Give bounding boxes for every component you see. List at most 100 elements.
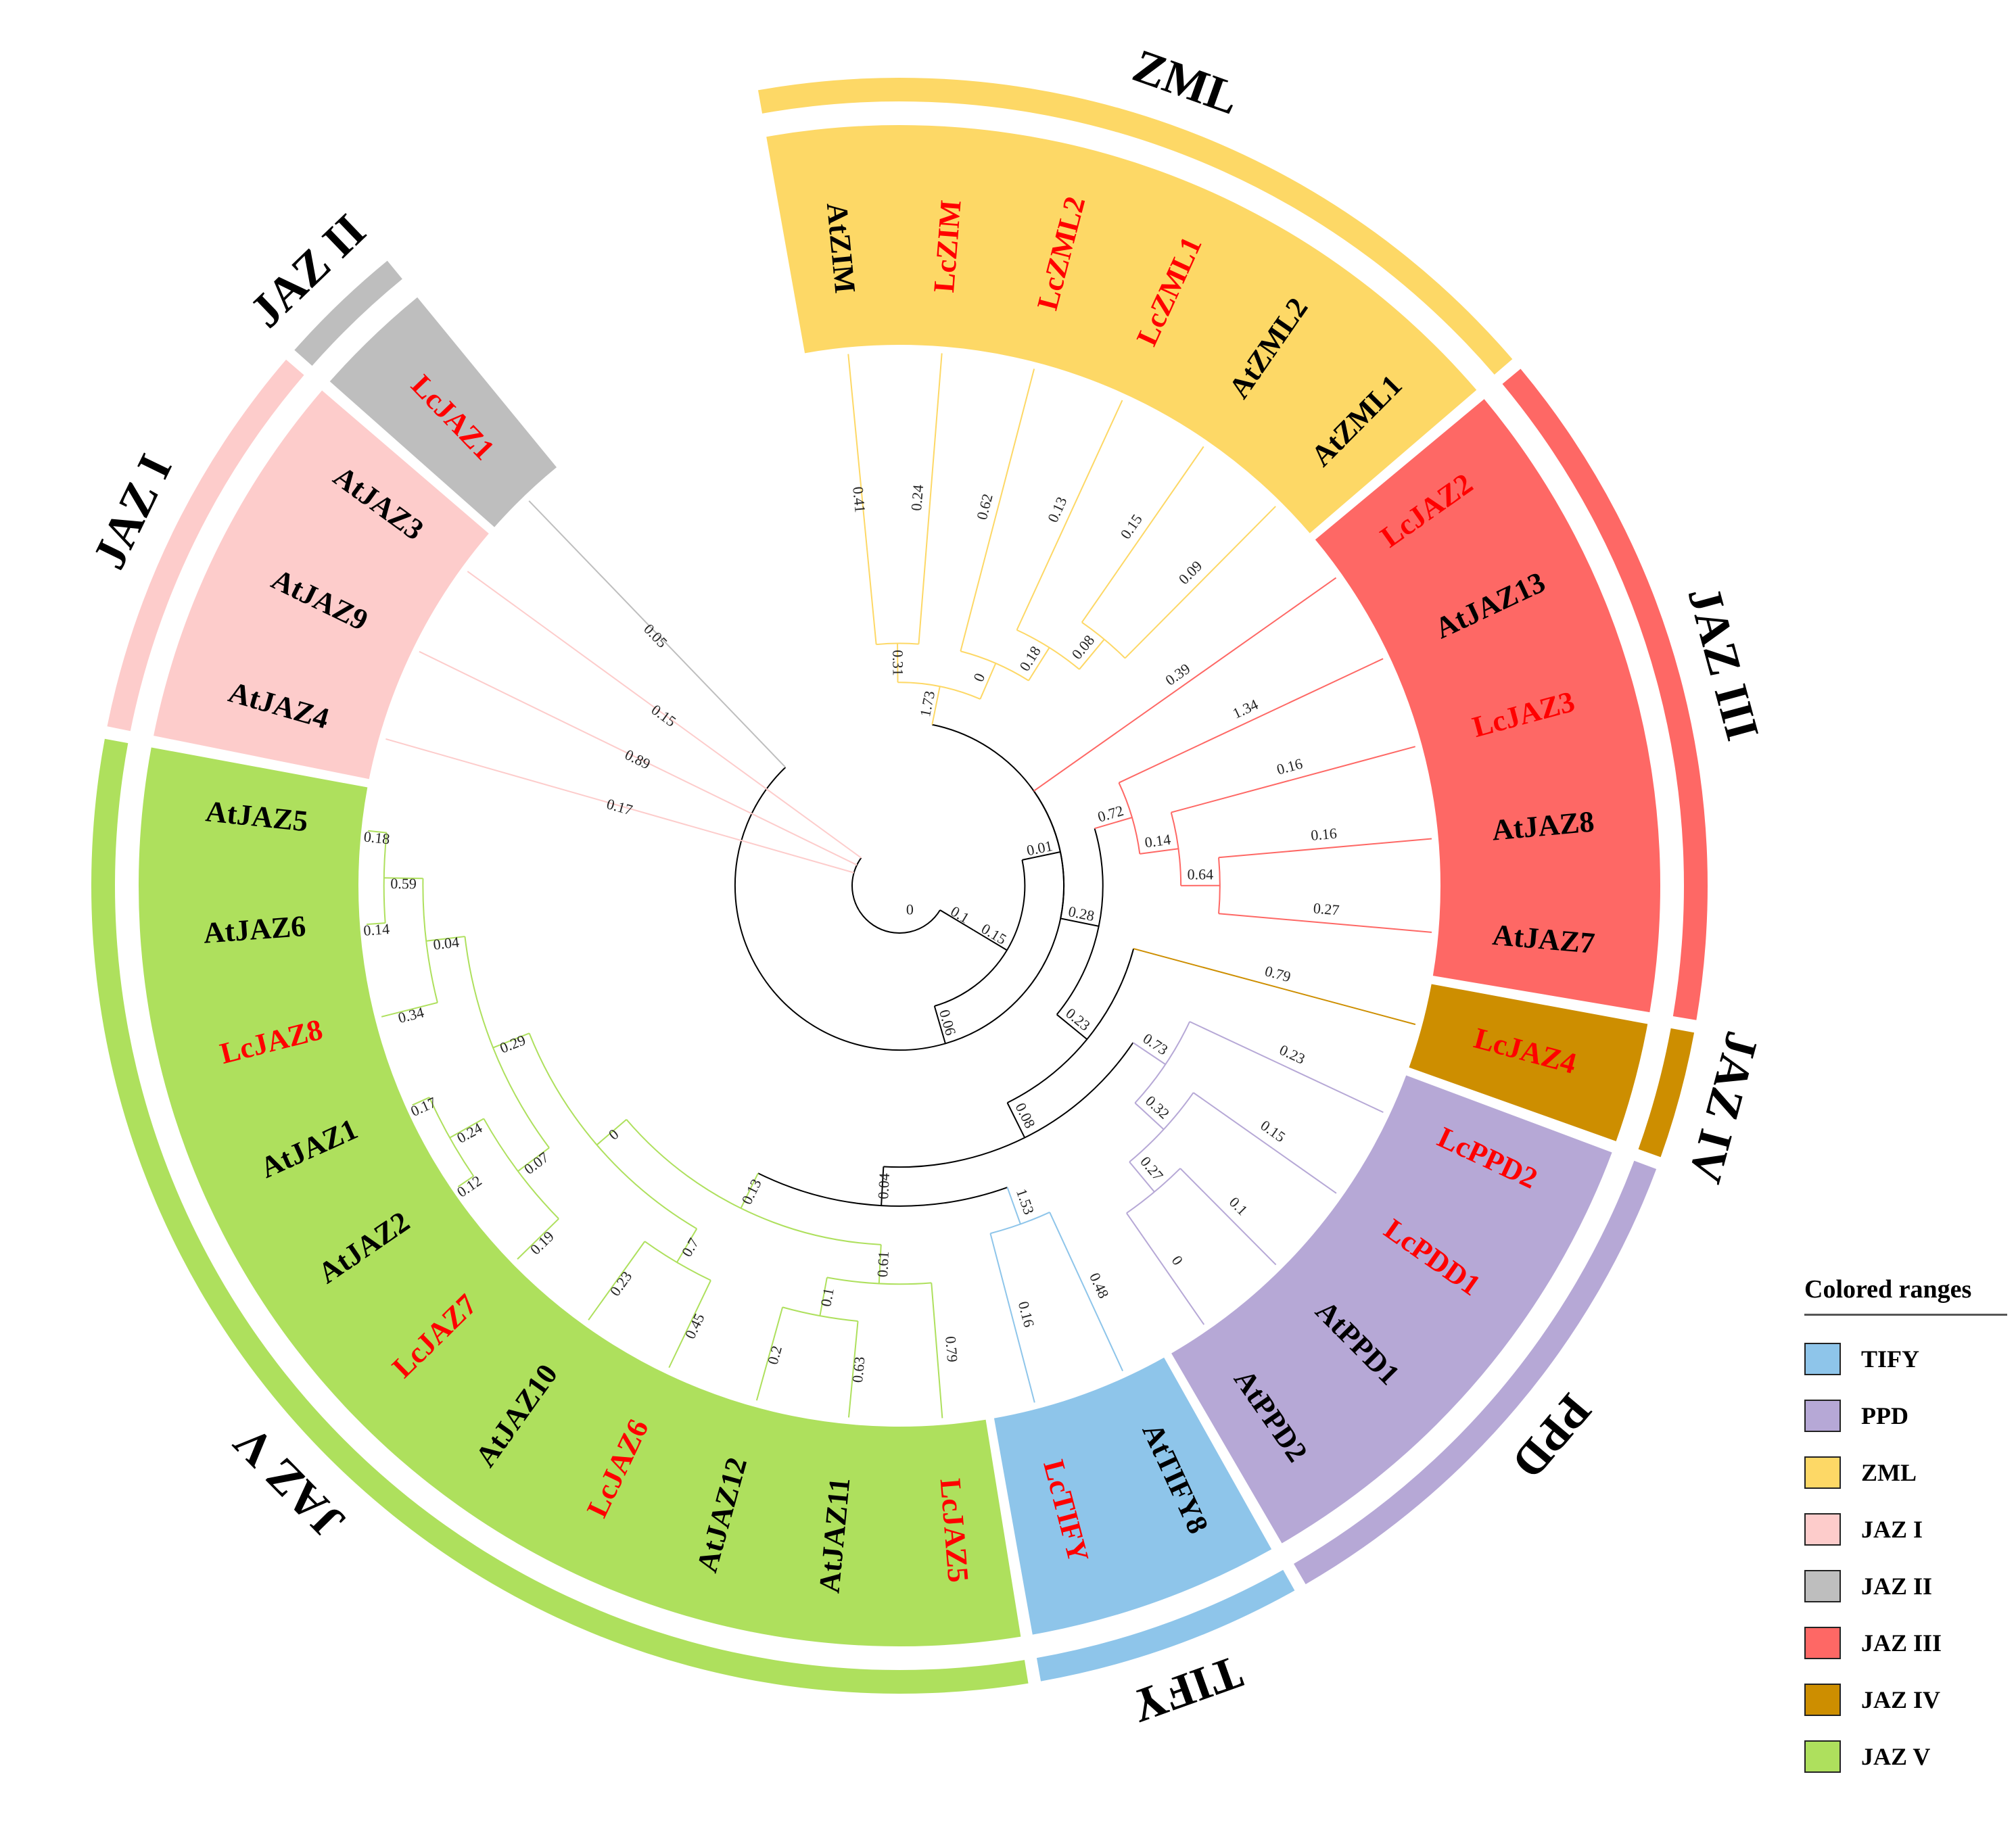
- clade-label-tify: TIFY: [1125, 1645, 1248, 1732]
- tree-arc-44: [1134, 1021, 1191, 1103]
- branch-length-label: 0.13: [738, 1176, 764, 1208]
- tree-arc-3: [934, 859, 1026, 1007]
- tree-branch-38: [1056, 1014, 1087, 1040]
- tree-arc-77: [483, 1118, 559, 1220]
- legend-label: JAZ I: [1861, 1516, 1923, 1543]
- legend-swatch: [1804, 1740, 1841, 1773]
- clade-label-zml: ZML: [1127, 40, 1246, 125]
- clade-ring-jaz-iii: [1502, 368, 1708, 1020]
- branch-length-label: 0.23: [607, 1268, 636, 1300]
- tree-branch-52: [1126, 1212, 1205, 1325]
- tree-branch-51: [1179, 1168, 1277, 1266]
- tree-arc-27: [1056, 828, 1104, 1016]
- tree-arc-87: [383, 832, 388, 924]
- tree-arc-65: [782, 1306, 858, 1322]
- tree-branch-72: [668, 1280, 711, 1368]
- outer-clade-ring: [91, 77, 1708, 1694]
- branch-length-label: 0.06: [936, 1007, 960, 1037]
- tree-branch-33: [1171, 746, 1415, 813]
- branch-length-label: 0.79: [942, 1335, 961, 1362]
- branch-length-label: 0.24: [454, 1119, 485, 1147]
- tree-branch-30: [1119, 658, 1384, 784]
- branch-length-label: 0.27: [1313, 899, 1340, 918]
- tree-arc-80: [429, 1097, 475, 1177]
- legend-swatch: [1804, 1684, 1841, 1716]
- clade-ring-zml: [757, 77, 1513, 375]
- leaf-label-atjaz6: AtJAZ6: [202, 909, 307, 950]
- branch-length-label: 0.34: [396, 1003, 425, 1026]
- tree-arc-54: [757, 1172, 1008, 1207]
- tree-arc-20: [1081, 621, 1126, 659]
- branch-length-label: 0.16: [1275, 755, 1305, 778]
- clade-ring-jaz-i: [107, 359, 304, 732]
- branch-length-label: 0.18: [1016, 643, 1044, 674]
- legend-label: JAZ II: [1861, 1573, 1933, 1600]
- tree-branch-12: [918, 353, 943, 644]
- legend-label: JAZ V: [1861, 1743, 1931, 1770]
- branch-length-label: 0.18: [363, 828, 391, 848]
- branch-length-label: 0.17: [605, 795, 634, 819]
- tree-branch-59: [740, 1172, 759, 1209]
- branch-length-label: 0.01: [1025, 837, 1054, 859]
- tree-arc-56: [990, 1212, 1050, 1235]
- tree-arc-29: [1118, 782, 1141, 854]
- tree-branch-43: [1132, 1042, 1166, 1066]
- tree-branch-49: [1129, 1161, 1155, 1193]
- legend-item-jaz-i: JAZ I: [1804, 1501, 2007, 1558]
- branch-length-root: 0: [906, 901, 914, 918]
- branch-length-label: 0.72: [1096, 802, 1125, 826]
- clade-ring-ppd: [1294, 1160, 1657, 1585]
- tree-branch-13: [979, 663, 997, 700]
- branch-length-label: 0.7: [678, 1235, 703, 1260]
- tree-branch-89: [368, 830, 387, 834]
- tree-branch-70: [676, 1228, 698, 1263]
- tree-branch-66: [847, 1320, 859, 1418]
- legend-item-ppd: PPD: [1804, 1387, 2007, 1444]
- branch-length-label: 0.64: [1188, 865, 1214, 882]
- branch-length-label: 0.13: [1044, 494, 1071, 525]
- tree-branch-45: [1189, 1021, 1384, 1114]
- tree-branch-68: [596, 1119, 627, 1146]
- tree-arc-5: [734, 723, 1065, 1051]
- tree-arc-50: [1126, 1168, 1181, 1214]
- branch-length-label: 0.04: [874, 1172, 893, 1199]
- tree-branch-23: [1022, 851, 1061, 861]
- legend-label: PPD: [1861, 1402, 1908, 1429]
- tree-branch-48: [1193, 1092, 1337, 1194]
- branch-length-label: 0.79: [1263, 962, 1293, 985]
- legend-swatch: [1804, 1570, 1841, 1602]
- clade-sector-jaz-iii: [1315, 399, 1660, 1013]
- tree-arc-62: [826, 1277, 932, 1285]
- branch-length-label: 0.16: [1310, 825, 1338, 844]
- tree-branch-61: [878, 1244, 882, 1284]
- branch-length-label: 0.23: [1277, 1041, 1307, 1068]
- clade-ring-tify: [1036, 1569, 1295, 1682]
- tree-arc-0: [851, 857, 941, 934]
- tree-arc-8: [897, 682, 981, 700]
- inner-clade-sectors: [139, 125, 1660, 1646]
- tree-arc-35: [1218, 857, 1221, 914]
- legend-swatch: [1804, 1456, 1841, 1489]
- tree-branch-74: [492, 1032, 530, 1049]
- tree-arc-47: [1129, 1092, 1194, 1163]
- tree-branch-92: [385, 738, 854, 874]
- clade-label-jaz-iv: JAZ IV: [1678, 1026, 1768, 1189]
- tree-branch-82: [412, 1097, 430, 1106]
- tree-branch-63: [931, 1283, 943, 1419]
- branch-length-label: 0.07: [521, 1149, 552, 1178]
- tree-arc-24: [1033, 790, 1065, 919]
- branch-length-label: 0.12: [454, 1172, 485, 1200]
- tree-branch-1: [939, 909, 975, 931]
- legend-item-jaz-iv: JAZ IV: [1804, 1671, 2007, 1728]
- tree-branch-73: [588, 1241, 646, 1320]
- branch-length-label: 0.08: [1012, 1100, 1039, 1131]
- legend-label: JAZ III: [1861, 1629, 1942, 1657]
- branch-length-label: 0.17: [408, 1093, 438, 1120]
- branch-length-label: 0.24: [908, 484, 927, 511]
- branch-length-label: 0.41: [849, 486, 869, 514]
- tree-branch-76: [517, 1147, 550, 1172]
- tree-branch-36: [1218, 838, 1432, 859]
- clade-ring-jaz-iv: [1638, 1028, 1695, 1158]
- branch-length-label: 0.05: [640, 621, 671, 651]
